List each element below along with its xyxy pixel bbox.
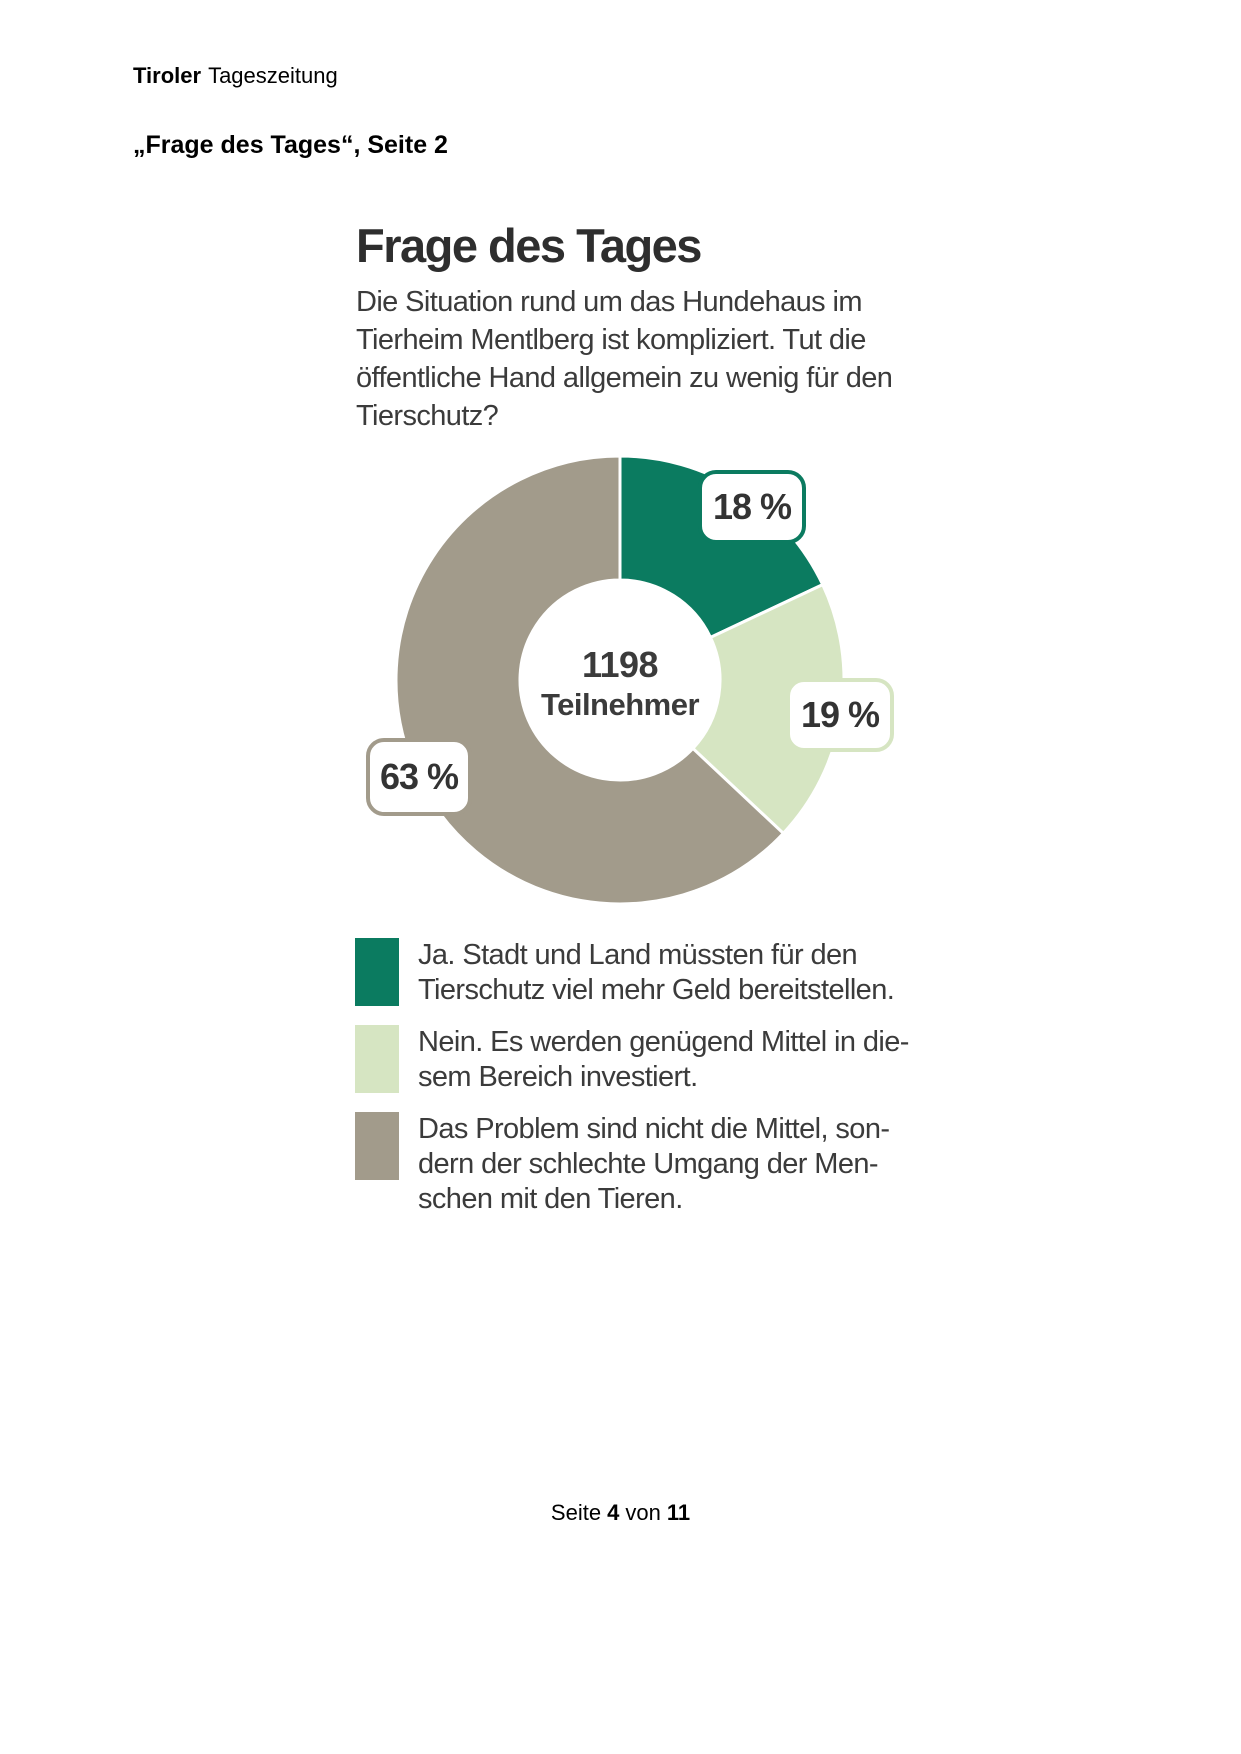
badge-63-percent: 63 %: [366, 738, 472, 816]
participants-count: 1198: [581, 644, 659, 685]
badge-18-label: 18 %: [712, 486, 792, 527]
question-line: Tierschutz?: [356, 400, 499, 432]
legend-line: sem Bereich investiert.: [418, 1061, 698, 1093]
legend-swatch-lightgreen: [355, 1025, 399, 1093]
chart-legend: Ja. Stadt und Land müssten für den Tiers…: [355, 938, 909, 1217]
legend-text: Das Problem sind nicht die Mittel, son- …: [418, 1112, 890, 1217]
question-line: Tierheim Mentlberg ist kompliziert. Tut …: [356, 324, 866, 356]
footer-connector: von: [625, 1500, 661, 1525]
donut-center-label: 1198 Teilnehmer: [520, 645, 720, 725]
legend-item-ja: Ja. Stadt und Land müssten für den Tiers…: [355, 938, 909, 1008]
badge-19-percent: 19 %: [786, 678, 894, 752]
badge-63-label: 63 %: [379, 756, 459, 797]
legend-swatch-darkgreen: [355, 938, 399, 1006]
legend-line: Nein. Es werden genügend Mittel in die-: [418, 1026, 909, 1058]
legend-swatch-gray: [355, 1112, 399, 1180]
donut-svg: [394, 454, 846, 906]
legend-line: Tierschutz viel mehr Geld bereitstellen.: [418, 974, 895, 1006]
publication-name-bold: Tiroler: [133, 63, 202, 88]
badge-19-label: 19 %: [800, 694, 880, 735]
badge-18-percent: 18 %: [698, 470, 806, 544]
chart-title: Frage des Tages: [356, 219, 702, 272]
legend-item-problem: Das Problem sind nicht die Mittel, son- …: [355, 1112, 909, 1217]
question-line: öffentliche Hand allgemein zu wenig für …: [356, 362, 893, 394]
legend-line: dern der schlechte Umgang der Men-: [418, 1148, 879, 1180]
footer-prefix: Seite: [550, 1500, 602, 1525]
legend-line: Das Problem sind nicht die Mittel, son-: [418, 1113, 890, 1145]
footer-total-pages: 11: [666, 1500, 691, 1525]
chart-question: Die Situation rund um das Hundehaus im T…: [356, 283, 893, 435]
donut-slice-63pct: [394, 454, 785, 906]
footer-page-number: 4: [607, 1500, 620, 1525]
publication-header: Tiroler Tageszeitung: [133, 63, 338, 89]
legend-line: Ja. Stadt und Land müssten für den: [418, 939, 858, 971]
donut-hole: [520, 580, 720, 780]
legend-text: Nein. Es werden genügend Mittel in die- …: [418, 1025, 909, 1095]
question-line: Die Situation rund um das Hundehaus im: [356, 286, 863, 318]
page-footer: Seite 4 von 11: [0, 1500, 1241, 1526]
legend-item-nein: Nein. Es werden genügend Mittel in die- …: [355, 1025, 909, 1095]
donut-chart: [392, 452, 848, 908]
participants-label: Teilnehmer: [540, 687, 700, 722]
publication-name-rest: Tageszeitung: [208, 63, 338, 88]
legend-text: Ja. Stadt und Land müssten für den Tiers…: [418, 938, 895, 1008]
document-subtitle: „Frage des Tages“, Seite 2: [133, 131, 448, 159]
legend-line: schen mit den Tieren.: [418, 1183, 683, 1215]
